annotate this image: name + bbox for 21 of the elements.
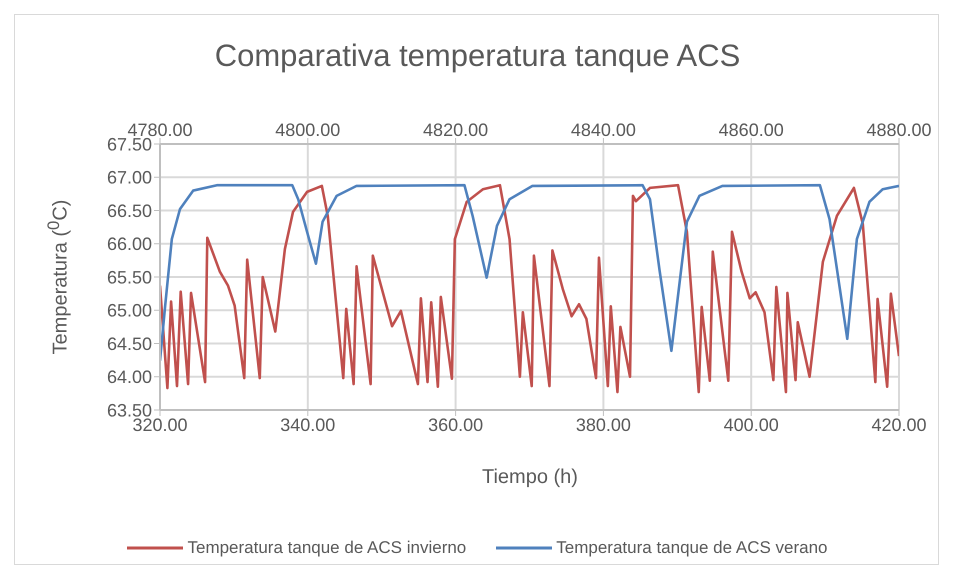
x-tick-label: 420.00 [871,414,927,435]
x-tick-label: 360.00 [428,414,484,435]
y-tick-label: 64.00 [106,367,152,388]
x-tick-label: 400.00 [724,414,779,435]
y-tick-label: 66.50 [106,200,152,221]
chart-title: Comparativa temperatura tanque ACS [214,38,742,74]
y-tick-label: 66.00 [106,234,152,254]
x2-tick-label: 4880.00 [866,120,932,140]
x-tick-label: 380.00 [576,414,631,435]
y-tick-label: 67.00 [106,168,152,188]
y-tick-label: 64.50 [106,334,152,354]
x2-tick-label: 4860.00 [718,120,784,140]
legend-label: Temperatura tanque de ACS verano [556,538,828,558]
x-axis-title: Tiempo (h) [481,466,579,489]
y-tick-label: 65.00 [106,300,152,321]
x2-tick-label: 4840.00 [570,120,636,140]
x2-tick-label: 4820.00 [423,120,488,140]
legend-label: Temperatura tanque de ACS invierno [187,538,466,558]
x2-tick-label: 4800.00 [275,120,340,140]
x-tick-label: 340.00 [280,414,336,435]
y-tick-label: 65.50 [106,267,152,288]
